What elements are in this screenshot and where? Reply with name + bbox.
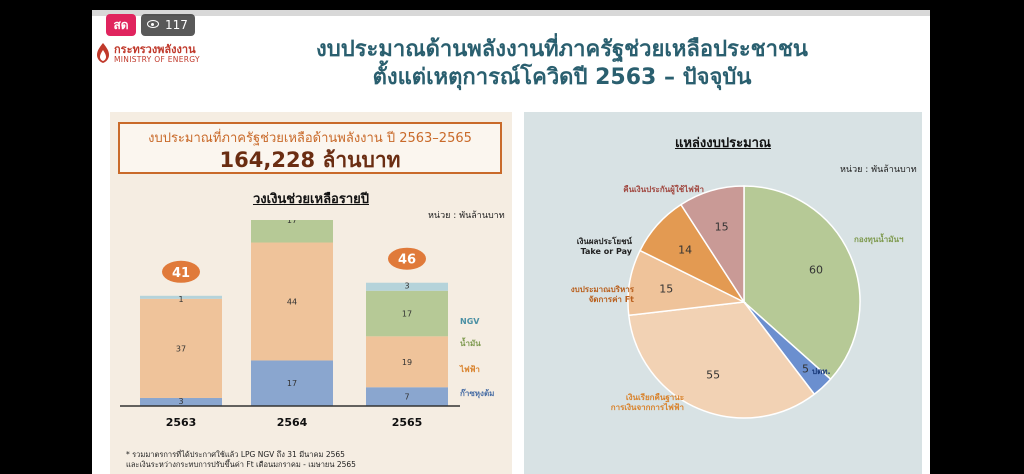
footnote: * รวมมาตรการที่ได้ประกาศใช้แล้ว LPG NGV … — [126, 450, 356, 470]
bar-value-label: 37 — [176, 344, 186, 353]
viewer-count-badge: 117 — [141, 14, 195, 36]
pie-slice-label: คืนเงินประกันผู้ใช้ไฟฟ้า — [623, 184, 704, 195]
bar-value-label: 17 — [287, 220, 297, 225]
logo-text-english: MINISTRY OF ENERGY — [114, 55, 200, 64]
footnote-line1: * รวมมาตรการที่ได้ประกาศใช้แล้ว LPG NGV … — [126, 450, 345, 459]
legend-label: ไฟฟ้า — [459, 364, 480, 374]
x-tick-label: 2564 — [277, 416, 308, 429]
x-tick-label: 2565 — [392, 416, 423, 429]
pie-value-label: 55 — [706, 369, 720, 382]
slide-title-line1: งบประมาณด้านพลังงานที่ภาครัฐช่วยเหลือประ… — [316, 37, 808, 62]
pie-chart-title: แหล่งงบประมาณ — [674, 136, 771, 151]
legend-label: น้ำมัน — [460, 337, 481, 348]
pie-slice-label: เงินเรียกคืนฐานะการเงินจากการไฟฟ้า — [611, 392, 684, 412]
bar-segment — [366, 282, 448, 291]
budget-source-pie-chart: 60 กองทุนน้ำมันฯ 5 ปตท. 55 เงินเรียกคืนฐานะกา… — [571, 184, 904, 419]
pie-slice-label: งบประมาณบริหารจัดการค่า Ft — [571, 285, 635, 304]
pie-slice-label: เงินผลประโยชน์ Take or Pay — [577, 236, 633, 256]
window-top-strip — [92, 10, 930, 16]
pie-slice — [679, 185, 745, 305]
total-budget-box: งบประมาณที่ภาครัฐช่วยเหลือด้านพลังงาน ปี… — [118, 122, 502, 174]
budget-source-panel: 60 กองทุนน้ำมันฯ 5 ปตท. 55 เงินเรียกคืนฐานะกา… — [524, 112, 922, 474]
viewer-count: 117 — [165, 18, 188, 32]
total-badge-label: 41 — [172, 266, 190, 281]
pie-value-label: 14 — [678, 244, 692, 257]
bar-segment — [140, 295, 222, 299]
legend-label: NGV — [460, 317, 480, 326]
bar-value-label: 3 — [404, 282, 409, 291]
total-badge-label: 46 — [398, 253, 416, 268]
annual-budget-panel: งบประมาณที่ภาครัฐช่วยเหลือด้านพลังงาน ปี… — [110, 112, 512, 474]
bar-value-label: 7 — [404, 393, 409, 402]
footnote-line2: และเงินระหว่างกระทบการปรับขึ้นค่า Ft เดื… — [126, 460, 356, 469]
bar-segment — [140, 298, 222, 398]
bar-value-label: 17 — [402, 310, 412, 319]
total-budget-value: 164,228 ล้านบาท — [219, 148, 401, 172]
bar-segment — [140, 397, 222, 406]
bar-value-label: 3 — [178, 397, 183, 406]
slide-title-line2: ตั้งแต่เหตุการณ์โควิดปี 2563 – ปัจจุบัน — [372, 65, 752, 90]
bar-value-label: 1 — [178, 295, 183, 304]
bar-segment — [251, 242, 333, 361]
bar-segment — [366, 290, 448, 337]
total-badge — [162, 260, 200, 283]
pie-value-label: 15 — [659, 282, 673, 295]
pie-slice-label: กองทุนน้ำมันฯ — [854, 233, 904, 245]
ministry-emblem-icon — [97, 43, 109, 63]
x-tick-label: 2563 — [166, 416, 197, 429]
bar-chart-title: วงเงินช่วยเหลือรายปี — [252, 192, 369, 207]
logo-text-thai: กระทรวงพลังงาน — [114, 43, 196, 56]
pie-slice — [743, 185, 861, 381]
ministry-logo: กระทรวงพลังงาน MINISTRY OF ENERGY — [94, 40, 224, 70]
pie-slice — [627, 301, 816, 419]
pie-chart-unit: หน่วย : พันล้านบาท — [840, 165, 917, 175]
pie-value-label: 5 — [802, 362, 809, 375]
pie-value-label: 15 — [715, 220, 729, 233]
eye-icon — [147, 20, 159, 28]
bar-segment — [251, 220, 333, 243]
pie-slice-label: ปตท. — [812, 367, 831, 376]
bar-segment — [366, 336, 448, 388]
bar-chart-unit: หน่วย : พันล้านบาท — [428, 211, 505, 221]
slide-title: งบประมาณด้านพลังงานที่ภาครัฐช่วยเหลือประ… — [242, 36, 882, 92]
legend-label: ก๊าซหุงต้ม — [460, 388, 494, 399]
pie-value-label: 60 — [809, 264, 823, 277]
bar-segment — [251, 360, 333, 406]
bar-segment — [366, 387, 448, 406]
bar-value-label: 17 — [287, 379, 297, 388]
bar-value-label: 44 — [287, 297, 297, 306]
bar-value-label: 19 — [402, 358, 412, 367]
total-badge — [388, 247, 426, 270]
annual-bar-chart: 33714125631744170.4782564719173462565ก๊า… — [120, 220, 494, 429]
live-badge: สด — [106, 14, 136, 36]
total-budget-caption: งบประมาณที่ภาครัฐช่วยเหลือด้านพลังงาน ปี… — [148, 131, 472, 146]
presentation-slide: กระทรวงพลังงาน MINISTRY OF ENERGY งบประม… — [92, 10, 930, 474]
